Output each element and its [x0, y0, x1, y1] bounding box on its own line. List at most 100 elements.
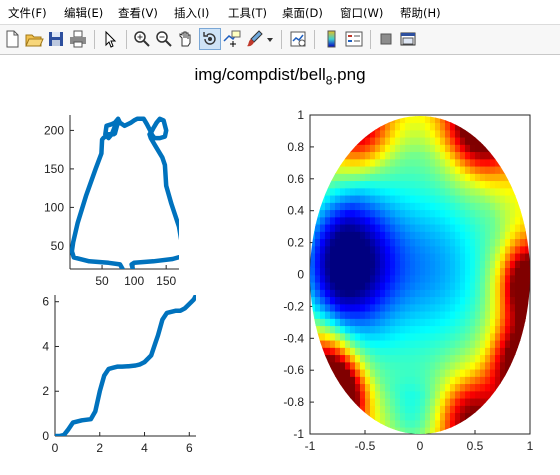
heatmap-cell [395, 339, 401, 348]
show-plot-tools-icon[interactable] [398, 29, 418, 49]
heatmap-cell [355, 260, 361, 269]
heatmap-cell [490, 318, 496, 327]
rotate-3d-icon[interactable] [199, 28, 221, 50]
heatmap-cell [425, 361, 431, 370]
heatmap-cell [500, 202, 506, 211]
dropdown-arrow-icon[interactable] [264, 29, 276, 49]
heatmap-cell [450, 376, 456, 385]
zoom-in-icon[interactable] [132, 29, 152, 49]
heatmap-cell [365, 354, 371, 363]
menu-edit[interactable]: 编辑(E) [64, 6, 104, 20]
heatmap-cell [470, 238, 476, 247]
new-figure-icon[interactable] [2, 29, 22, 49]
heatmap-cell [360, 136, 366, 145]
heatmap-cell [475, 252, 481, 261]
colorbar-icon[interactable] [322, 29, 342, 49]
heatmap-cell [440, 144, 446, 153]
menu-window[interactable]: 窗口(W) [340, 6, 384, 20]
heatmap-cell [455, 136, 461, 145]
heatmap-cell [340, 194, 346, 203]
heatmap-cell [360, 405, 366, 414]
heatmap-cell [410, 310, 416, 319]
heatmap-cell [470, 296, 476, 305]
heatmap-cell [510, 202, 516, 211]
heatmap-cell [435, 238, 441, 247]
heatmap-cell [440, 194, 446, 203]
brush-icon[interactable] [244, 29, 264, 49]
heatmap-cell [485, 238, 491, 247]
heatmap-cell [370, 354, 376, 363]
heatmap-cell [480, 252, 486, 261]
legend-icon[interactable] [344, 29, 364, 49]
heatmap-cell [420, 209, 426, 218]
heatmap-cell [520, 238, 526, 247]
heatmap-cell [410, 129, 416, 138]
heatmap-cell [470, 223, 476, 232]
heatmap-cell [460, 194, 466, 203]
heatmap-cell [435, 158, 441, 167]
save-icon[interactable] [46, 29, 66, 49]
heatmap-cell [460, 129, 466, 138]
heatmap-cell [490, 216, 496, 225]
link-plot-icon[interactable] [288, 29, 308, 49]
heatmap-cell [415, 296, 421, 305]
heatmap-cell [500, 223, 506, 232]
heatmap-cell [410, 339, 416, 348]
heatmap-cell [490, 325, 496, 334]
heatmap-cell [340, 332, 346, 341]
pointer-icon[interactable] [100, 29, 120, 49]
heatmap-cell [455, 209, 461, 218]
heatmap-cell [420, 267, 426, 276]
heatmap-cell [375, 260, 381, 269]
open-file-icon[interactable] [24, 29, 44, 49]
heatmap-cell [445, 383, 451, 392]
heatmap-cell [375, 231, 381, 240]
heatmap-cell [430, 426, 436, 434]
heatmap-cell [335, 354, 341, 363]
heatmap-cell [345, 383, 351, 392]
heatmap-cell [445, 187, 451, 196]
hide-plot-tools-icon[interactable] [376, 29, 396, 49]
heatmap-cell [335, 231, 341, 240]
menu-desktop[interactable]: 桌面(D) [282, 6, 323, 20]
heatmap-cell [420, 216, 426, 225]
heatmap-cell [510, 274, 516, 283]
heatmap-cell [395, 332, 401, 341]
heatmap-cell [405, 216, 411, 225]
heatmap-cell [435, 426, 441, 434]
heatmap-cell [430, 376, 436, 385]
menu-view[interactable]: 查看(V) [118, 6, 158, 20]
pan-icon[interactable] [176, 29, 196, 49]
heatmap-cell [315, 252, 321, 261]
heatmap-cell [445, 339, 451, 348]
heatmap-cell [365, 303, 371, 312]
heatmap-cell [365, 144, 371, 153]
menu-tools[interactable]: 工具(T) [228, 6, 267, 20]
heatmap-cell [450, 202, 456, 211]
menu-file[interactable]: 文件(F) [8, 6, 47, 20]
heatmap-cell [370, 209, 376, 218]
heatmap-cell [345, 354, 351, 363]
data-cursor-icon[interactable] [222, 29, 242, 49]
heatmap-cell [485, 289, 491, 298]
heatmap-cell [360, 180, 366, 189]
heatmap-cell [420, 252, 426, 261]
heatmap-cell [400, 361, 406, 370]
print-icon[interactable] [68, 29, 88, 49]
heatmap-cell [460, 267, 466, 276]
heatmap-cell [420, 361, 426, 370]
heatmap-cell [375, 405, 381, 414]
heatmap-cell [485, 325, 491, 334]
menu-help[interactable]: 帮助(H) [400, 6, 441, 20]
heatmap-cell [405, 354, 411, 363]
heatmap-cell [455, 383, 461, 392]
heatmap-cell [410, 116, 416, 124]
heatmap-cell [385, 318, 391, 327]
heatmap-cell [510, 325, 516, 334]
menu-insert[interactable]: 插入(I) [174, 6, 210, 20]
heatmap-cell [425, 296, 431, 305]
heatmap-cell [435, 361, 441, 370]
heatmap-cell [435, 412, 441, 421]
zoom-out-icon[interactable] [154, 29, 174, 49]
heatmap-cell [405, 310, 411, 319]
